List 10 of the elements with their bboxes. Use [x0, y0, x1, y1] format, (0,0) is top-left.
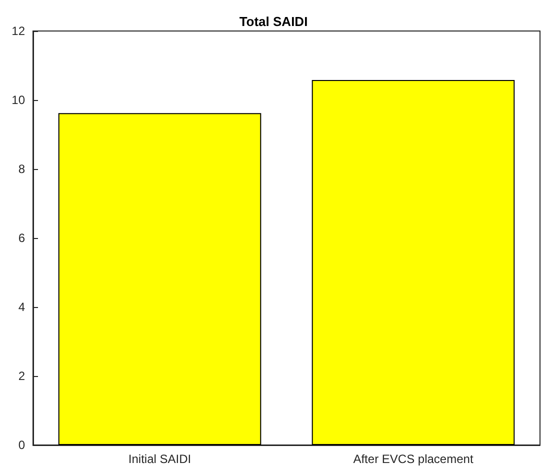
- y-tick-label: 6: [18, 231, 26, 245]
- y-tick-label: 8: [18, 162, 26, 176]
- x-tick-label: After EVCS placement: [353, 452, 474, 466]
- y-tick-label: 10: [12, 93, 26, 107]
- y-tick-label: 12: [12, 24, 26, 38]
- y-tick-label: 2: [18, 369, 26, 383]
- x-tick-label: Initial SAIDI: [128, 452, 192, 466]
- y-tick-label: 0: [18, 438, 26, 452]
- y-tick-label: 4: [18, 300, 26, 314]
- chart-title: Total SAIDI: [239, 14, 308, 29]
